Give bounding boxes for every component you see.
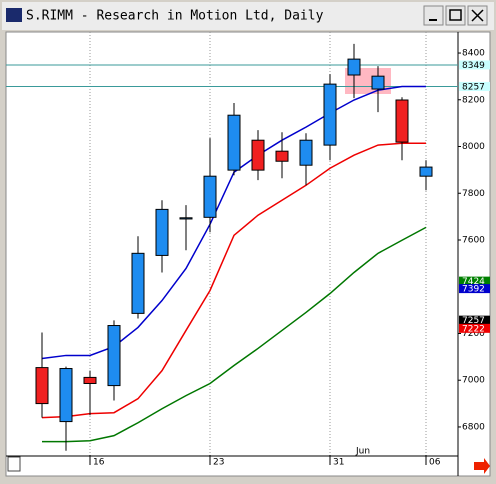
y-tick-label: 7200 [462,329,485,339]
price-label-box [459,323,490,333]
candle-body [227,114,241,171]
price-label: 8257 [462,82,485,92]
price-label-box [459,276,490,286]
y-tick-label: 8400 [462,49,485,59]
x-tick-label: 23 [213,458,224,468]
moving-average-line [41,142,426,419]
x-tick-label: 16 [93,458,105,468]
scroll-arrow[interactable] [474,458,490,474]
maximize-icon [449,9,462,21]
chart-area [5,31,491,477]
minimize-button[interactable] [423,5,444,26]
x-tick-label: 06 [429,458,441,468]
candle-body [275,150,289,162]
close-icon [471,9,484,22]
y-tick-label: 6800 [462,422,485,432]
candle-body [179,217,193,220]
price-label: 7222 [462,324,485,334]
x-tick-label: 31 [333,458,344,468]
price-label: 7257 [462,316,485,326]
candle-body [347,58,361,76]
candle-body [419,166,433,177]
candle-body [299,139,313,166]
price-label: 7392 [462,285,485,295]
candle-body [371,75,385,90]
month-label: Jun [355,447,370,457]
price-label: 7424 [462,277,485,287]
candle-body [203,175,217,218]
y-tick-label: 7800 [462,189,485,199]
candle-body [83,376,97,384]
candle-body [107,325,121,387]
price-label: 8349 [462,61,485,71]
candle-body [395,99,409,143]
candle-body [323,83,337,146]
y-tick-label: 7600 [462,235,485,245]
moving-average-line [42,226,427,443]
y-tick-label: 8000 [462,142,485,152]
candle-body [131,252,145,314]
candle-body [251,139,265,171]
title-bar [2,2,494,30]
window-title: S.RIMM - Research in Motion Ltd, Daily [26,9,324,24]
plot: 6800 7000 7200 7600 7800 8000 8200 8400 16 23 31 06… [6,32,490,468]
price-label-box [459,284,490,294]
price-label-box [459,60,490,70]
price-label-box [459,81,490,91]
candle-body [35,367,49,405]
app-icon [6,8,22,22]
price-label-box [459,315,490,325]
y-tick-label: 8200 [462,95,485,105]
corner-box[interactable] [7,456,21,472]
y-tick-label: 7000 [462,376,485,386]
candle-body [59,368,73,423]
candle-body [155,208,169,256]
maximize-button[interactable] [445,5,466,26]
